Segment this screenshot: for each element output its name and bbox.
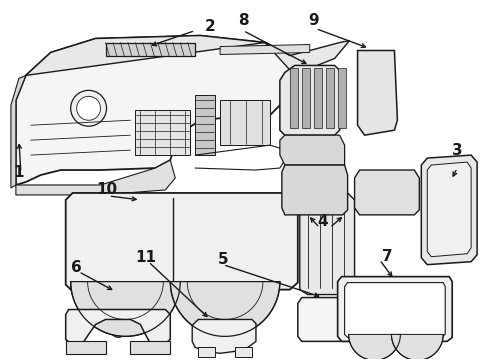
Text: 5: 5 (218, 252, 228, 267)
Polygon shape (16, 36, 295, 185)
Polygon shape (220, 45, 310, 54)
Polygon shape (171, 282, 280, 336)
Polygon shape (192, 319, 256, 353)
Polygon shape (198, 347, 215, 357)
Polygon shape (282, 165, 347, 215)
Polygon shape (298, 298, 356, 341)
Polygon shape (290, 68, 298, 128)
Polygon shape (392, 334, 443, 360)
Polygon shape (105, 42, 195, 57)
Polygon shape (314, 68, 322, 128)
Polygon shape (66, 341, 105, 354)
Polygon shape (11, 75, 26, 188)
Text: 7: 7 (382, 249, 393, 264)
Text: 2: 2 (205, 19, 216, 34)
Polygon shape (235, 347, 252, 357)
Polygon shape (302, 68, 310, 128)
Circle shape (71, 90, 106, 126)
Polygon shape (421, 155, 477, 265)
Circle shape (76, 96, 100, 120)
Text: 9: 9 (308, 13, 319, 28)
Polygon shape (358, 50, 397, 135)
Polygon shape (16, 160, 175, 195)
Polygon shape (427, 162, 471, 257)
Polygon shape (26, 36, 349, 75)
Polygon shape (135, 110, 190, 155)
Text: 8: 8 (238, 13, 248, 28)
Polygon shape (344, 283, 445, 337)
Polygon shape (338, 68, 345, 128)
Polygon shape (300, 193, 355, 294)
Text: 4: 4 (318, 214, 328, 229)
Circle shape (115, 325, 122, 333)
Text: 3: 3 (452, 143, 463, 158)
Circle shape (214, 321, 234, 341)
Polygon shape (195, 95, 215, 155)
Polygon shape (280, 66, 344, 135)
Polygon shape (338, 276, 452, 341)
Polygon shape (348, 334, 400, 360)
Text: 1: 1 (14, 165, 24, 180)
Circle shape (111, 321, 126, 337)
Polygon shape (280, 135, 344, 165)
Polygon shape (130, 341, 171, 354)
Polygon shape (220, 100, 270, 145)
Polygon shape (66, 310, 171, 343)
Polygon shape (71, 282, 180, 336)
Polygon shape (355, 170, 419, 215)
Text: 10: 10 (96, 183, 117, 198)
Circle shape (219, 327, 229, 336)
Polygon shape (66, 193, 298, 292)
Text: 6: 6 (71, 260, 82, 275)
Polygon shape (326, 68, 334, 128)
Text: 11: 11 (135, 250, 156, 265)
